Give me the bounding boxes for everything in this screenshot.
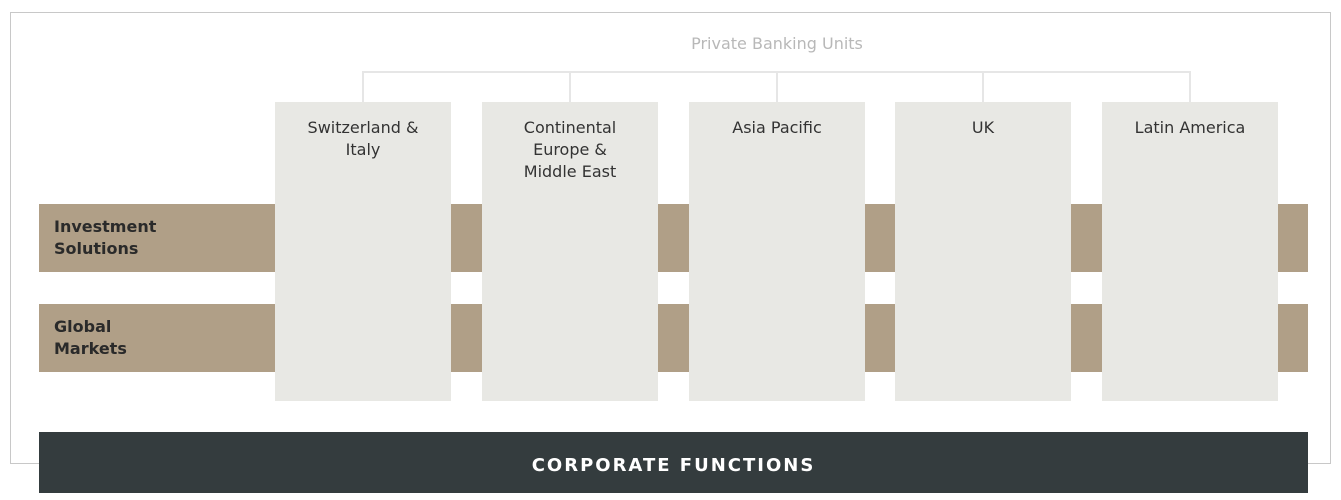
label-line: Middle East bbox=[523, 162, 617, 181]
connector-line bbox=[776, 71, 778, 102]
connector-line bbox=[362, 71, 364, 102]
unit-label: Continental Europe & Middle East bbox=[482, 117, 658, 183]
label-line: Asia Pacific bbox=[732, 118, 822, 137]
label-line: Solutions bbox=[54, 239, 139, 258]
unit-label: Asia Pacific bbox=[689, 117, 865, 139]
band bbox=[39, 304, 1308, 372]
label-line: UK bbox=[971, 118, 995, 137]
band-label: Investment Solutions bbox=[54, 216, 156, 260]
connector-line bbox=[569, 71, 571, 102]
label-line: Markets bbox=[54, 339, 127, 358]
unit-label: Latin America bbox=[1102, 117, 1278, 139]
unit-column bbox=[895, 102, 1071, 401]
unit-column bbox=[275, 102, 451, 401]
unit-label: Switzerland & Italy bbox=[275, 117, 451, 161]
footer-bar: CORPORATE FUNCTIONS bbox=[39, 432, 1308, 493]
band bbox=[39, 204, 1308, 272]
connector-line bbox=[1189, 71, 1191, 102]
label-line: Global bbox=[54, 317, 112, 336]
connector-line bbox=[982, 71, 984, 102]
unit-column bbox=[482, 102, 658, 401]
label-line: Europe & bbox=[533, 140, 607, 159]
label-line: Latin America bbox=[1134, 118, 1246, 137]
label-line: Italy bbox=[345, 140, 381, 159]
band-label: Global Markets bbox=[54, 316, 127, 360]
label-line: Switzerland & bbox=[307, 118, 419, 137]
unit-column bbox=[689, 102, 865, 401]
label-line: Investment bbox=[54, 217, 157, 236]
unit-label: UK bbox=[895, 117, 1071, 139]
unit-column bbox=[1102, 102, 1278, 401]
label-line: Continental bbox=[523, 118, 617, 137]
diagram-title: Private Banking Units bbox=[691, 34, 863, 53]
